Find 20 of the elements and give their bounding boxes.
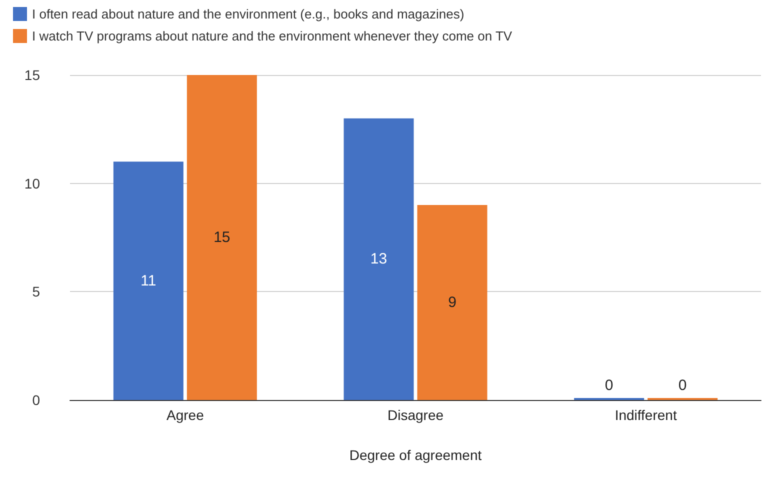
x-tick-label: Disagree [387, 407, 444, 423]
data-label: 0 [604, 377, 614, 394]
y-tick-label: 5 [32, 284, 40, 300]
data-label: 0 [678, 377, 687, 394]
x-axis-title: Degree of agreement [349, 447, 482, 463]
bar [186, 75, 257, 400]
data-label: 11 [140, 272, 156, 290]
x-tick-label: Agree [166, 407, 204, 423]
data-label: 13 [370, 250, 388, 268]
data-label: 9 [448, 294, 456, 311]
y-tick-label: 15 [24, 67, 40, 83]
bar [417, 205, 488, 400]
legend-label: I often read about nature and the environment (e.g., books and magazines) [32, 6, 464, 22]
x-tick-label: Indifferent [614, 407, 677, 423]
bar [344, 118, 414, 400]
y-tick-label: 0 [32, 392, 40, 408]
data-label: 15 [214, 229, 230, 246]
legend-label: I watch TV programs about nature and the environment whenever they come on TV [32, 28, 512, 44]
bar [113, 162, 184, 400]
y-tick-label: 10 [24, 175, 40, 192]
